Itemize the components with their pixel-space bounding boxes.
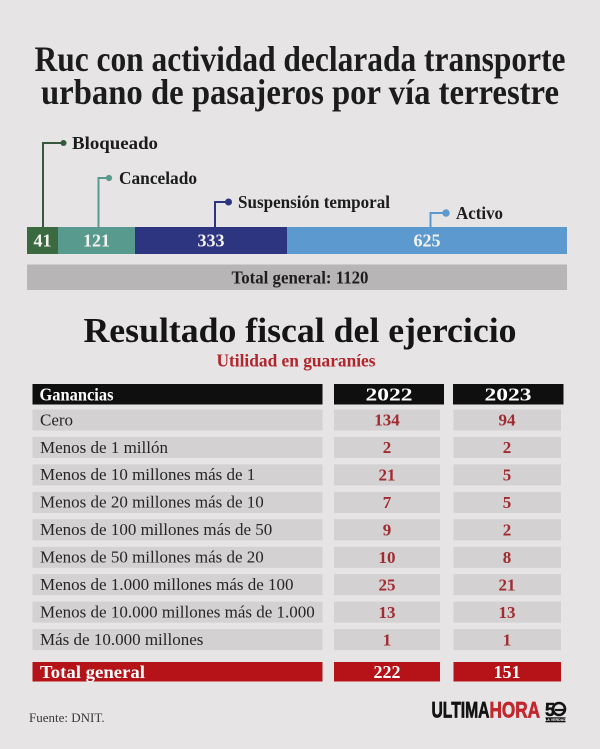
svg-text:7: 7: [383, 493, 392, 512]
svg-text:5: 5: [545, 700, 555, 720]
svg-text:Ganancias: Ganancias: [40, 384, 114, 404]
svg-text:Menos de 50 millones más de 20: Menos de 50 millones más de 20: [40, 548, 264, 567]
svg-text:2: 2: [503, 521, 512, 540]
svg-text:Menos de 10.000 millones más d: Menos de 10.000 millones más de 1.000: [40, 602, 315, 621]
svg-text:Menos de 1.000 millones más de: Menos de 1.000 millones más de 100: [40, 575, 294, 594]
svg-text:21: 21: [379, 466, 396, 485]
svg-text:625: 625: [414, 231, 441, 251]
svg-text:Fuente: DNIT.: Fuente: DNIT.: [29, 710, 105, 725]
svg-text:Total general: Total general: [40, 662, 145, 682]
svg-text:Bloqueado: Bloqueado: [72, 133, 158, 153]
svg-text:222: 222: [374, 662, 401, 682]
svg-text:Cancelado: Cancelado: [119, 168, 197, 188]
svg-text:Menos de 1 millón: Menos de 1 millón: [40, 438, 168, 457]
svg-text:13: 13: [499, 603, 516, 622]
svg-text:Menos de 100 millones más de 5: Menos de 100 millones más de 50: [40, 520, 272, 539]
svg-text:2: 2: [503, 438, 512, 457]
svg-text:Más de 10.000 millones: Más de 10.000 millones: [40, 630, 203, 649]
svg-text:1: 1: [503, 630, 512, 649]
svg-text:25: 25: [379, 575, 396, 594]
svg-text:Utilidad en guaraníes: Utilidad en guaraníes: [217, 351, 376, 371]
svg-text:121: 121: [83, 231, 110, 251]
svg-text:151: 151: [494, 662, 521, 682]
svg-text:LA VERDAD: LA VERDAD: [545, 718, 566, 722]
svg-text:ULTIMA: ULTIMA: [432, 698, 490, 723]
svg-text:urbano de pasajeros por vía te: urbano de pasajeros por vía terrestre: [41, 72, 559, 112]
svg-text:1: 1: [383, 630, 392, 649]
svg-text:Cero: Cero: [40, 410, 73, 429]
svg-text:2022: 2022: [366, 384, 413, 404]
svg-text:10: 10: [379, 548, 396, 567]
svg-text:Suspensión temporal: Suspensión temporal: [238, 192, 390, 212]
svg-text:94: 94: [499, 411, 517, 430]
svg-text:8: 8: [503, 548, 512, 567]
svg-text:2: 2: [383, 438, 392, 457]
svg-text:21: 21: [499, 575, 516, 594]
svg-text:41: 41: [34, 231, 52, 251]
svg-text:13: 13: [379, 603, 396, 622]
svg-text:9: 9: [383, 521, 392, 540]
svg-text:Activo: Activo: [456, 203, 503, 223]
svg-text:333: 333: [198, 231, 225, 251]
svg-text:134: 134: [374, 411, 400, 430]
svg-text:2023: 2023: [485, 384, 532, 404]
svg-text:5: 5: [503, 466, 512, 485]
svg-text:Resultado fiscal del ejercicio: Resultado fiscal del ejercicio: [84, 311, 517, 350]
svg-text:Menos de 20 millones más de 10: Menos de 20 millones más de 10: [40, 493, 264, 512]
svg-text:HORA: HORA: [490, 698, 541, 723]
svg-text:Menos de 10 millones más de 1: Menos de 10 millones más de 1: [40, 465, 255, 484]
svg-text:Total general: 1120: Total general: 1120: [232, 268, 369, 288]
svg-text:5: 5: [503, 493, 512, 512]
svg-text:Ruc con actividad declarada tr: Ruc con actividad declarada transporte: [35, 39, 566, 79]
